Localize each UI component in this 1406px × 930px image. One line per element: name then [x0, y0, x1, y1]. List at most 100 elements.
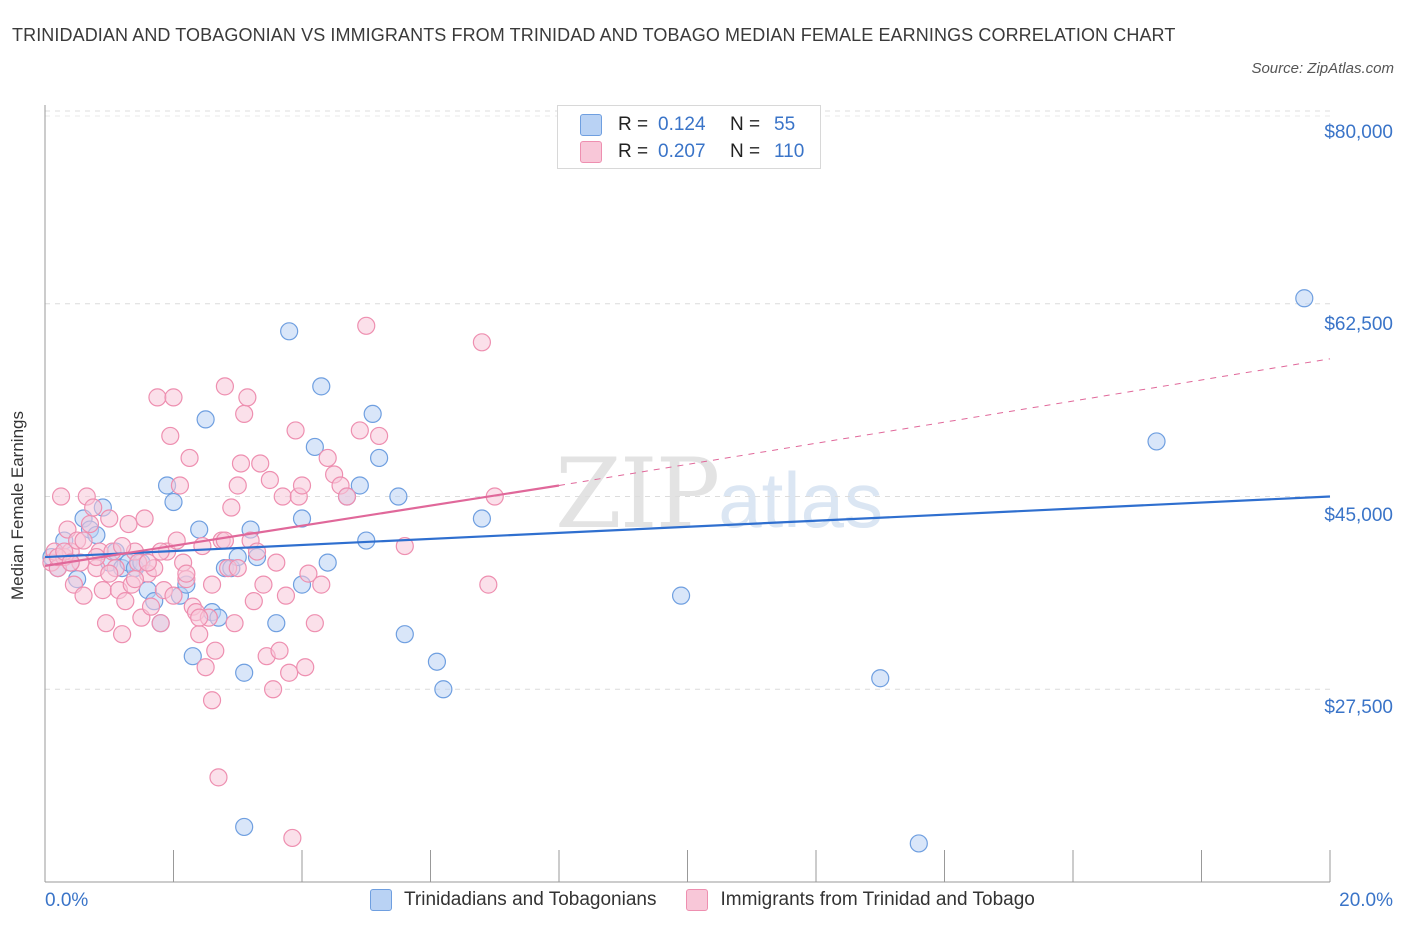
pink-point — [228, 476, 247, 495]
blue-point — [350, 476, 369, 495]
blue-point — [1147, 432, 1166, 451]
source-note: Source: ZipAtlas.com — [1251, 60, 1394, 77]
legend-swatch-blue — [580, 114, 602, 136]
x-tick-label-max: 20.0% — [1339, 890, 1393, 911]
pink-point — [350, 421, 369, 440]
y-tick-label: $45,000 — [1324, 505, 1393, 526]
pink-point — [305, 614, 324, 633]
blue-point — [1295, 289, 1314, 308]
pink-point — [238, 388, 257, 407]
legend-n-value: 55 — [774, 114, 796, 135]
pink-point — [161, 426, 180, 446]
legend-swatch-pink — [580, 141, 602, 163]
pink-point — [164, 586, 183, 605]
watermark-atlas: atlas — [718, 456, 883, 544]
pink-point — [74, 531, 93, 550]
blue-point — [909, 834, 928, 853]
pink-point — [100, 509, 119, 528]
y-tick-label: $27,500 — [1324, 697, 1393, 718]
x-tick-label-min: 0.0% — [45, 890, 89, 911]
blue-point — [389, 487, 408, 506]
blue-point — [305, 437, 324, 457]
pink-point — [276, 586, 296, 605]
pink-point — [93, 581, 112, 600]
legend-item-immigrants: Immigrants from Trinidad and Tobago — [686, 889, 1035, 911]
pink-trend-line — [44, 484, 560, 567]
blue-point — [363, 404, 382, 424]
blue-point — [280, 322, 299, 341]
pink-point — [247, 542, 267, 561]
pink-point — [190, 608, 209, 627]
pink-point — [138, 553, 157, 572]
pink-point — [209, 768, 228, 787]
pink-point — [231, 454, 251, 473]
pink-point — [254, 575, 273, 594]
pink-point — [190, 625, 209, 644]
pink-point — [286, 421, 305, 440]
blue-point — [235, 663, 254, 682]
blue-point — [190, 520, 209, 539]
pink-point — [318, 448, 337, 468]
legend-row-series1: R = 0.124 N = 55 — [580, 111, 795, 139]
pink-point — [206, 641, 225, 660]
legend-r-label: R = — [618, 114, 649, 135]
blue-point — [671, 586, 691, 605]
pink-point — [283, 828, 302, 848]
pink-point — [215, 377, 234, 396]
chart-title: TRINIDADIAN AND TOBAGONIAN VS IMMIGRANTS… — [12, 25, 1176, 45]
pink-point — [100, 564, 119, 583]
pink-point — [96, 614, 116, 633]
legend-n-value: 110 — [774, 141, 805, 162]
pink-point — [141, 597, 161, 616]
legend-n-label: N = — [730, 114, 761, 135]
pink-point — [80, 514, 100, 534]
pink-point — [196, 658, 215, 677]
pink-point — [260, 470, 279, 490]
pink-point — [251, 454, 270, 473]
stats-legend: R = 0.124 N = 55 R = 0.207 N = 110 — [557, 105, 821, 169]
pink-point — [74, 586, 93, 605]
pink-point — [273, 487, 292, 506]
pink-point — [244, 592, 263, 611]
blue-point — [434, 680, 453, 699]
pink-point — [112, 625, 132, 644]
pink-point — [125, 570, 145, 589]
legend-n-label: N = — [730, 141, 761, 162]
pink-point — [180, 448, 199, 468]
legend-swatch-blue — [370, 889, 392, 911]
legend-swatch-pink — [686, 889, 709, 911]
pink-point — [135, 509, 154, 528]
pink-point — [337, 487, 357, 506]
pink-point — [235, 404, 254, 424]
y-tick-label: $62,500 — [1324, 314, 1393, 335]
pink-point — [51, 487, 71, 506]
blue-point — [267, 614, 286, 633]
blue-point — [292, 509, 312, 528]
legend-r-value: 0.124 — [658, 114, 706, 135]
y-tick-label: $80,000 — [1324, 122, 1393, 143]
pink-point — [299, 564, 318, 583]
blue-point — [871, 669, 890, 688]
pink-point — [312, 575, 331, 594]
pink-point — [280, 663, 299, 682]
blue-point — [183, 647, 202, 666]
pink-point — [370, 426, 389, 446]
pink-point — [151, 614, 170, 633]
pink-point — [296, 658, 315, 677]
pink-point — [225, 614, 244, 633]
legend-r-value: 0.207 — [658, 141, 706, 162]
pink-point — [472, 333, 491, 352]
pink-point — [228, 558, 247, 578]
blue-point — [427, 652, 447, 671]
pink-point — [202, 691, 222, 710]
pink-point — [267, 553, 286, 572]
pink-point — [170, 476, 190, 495]
blue-trend-line — [44, 495, 1331, 559]
blue-point — [196, 410, 215, 429]
blue-point — [235, 817, 254, 837]
legend-r-label: R = — [618, 141, 649, 162]
pink-point — [215, 531, 234, 550]
pink-point — [479, 575, 498, 594]
pink-point — [148, 388, 167, 407]
pink-point — [357, 316, 376, 335]
